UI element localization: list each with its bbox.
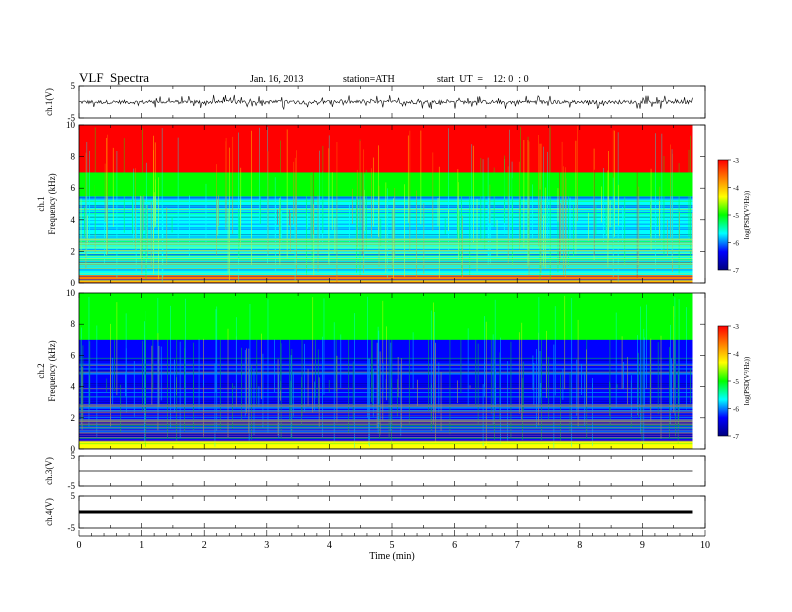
ch2-spectrogram-panel: 0 2 4 6 8 10 ch.2 Frequency (kHz) bbox=[36, 288, 706, 454]
ch2-spectrogram-frame bbox=[78, 292, 706, 450]
ch4-waveform-ytick-label: 5 bbox=[71, 491, 76, 501]
ch3-waveform-frame bbox=[78, 455, 706, 487]
colorbar-tick-label: -6 bbox=[733, 240, 739, 248]
ch2-spectrogram-ytick-label: 4 bbox=[71, 382, 76, 392]
ch1-spectrogram-ytick-label: 8 bbox=[71, 152, 76, 162]
ch1-spectrogram-ytick-label: 4 bbox=[71, 215, 76, 225]
ch3-waveform-panel: 5 -5 ch.3(V) bbox=[44, 451, 706, 491]
ch1-waveform-ytick-label: 5 bbox=[71, 81, 76, 91]
colorbar-tick-label: -3 bbox=[733, 157, 739, 165]
ch3-waveform-ytick-label: -5 bbox=[68, 481, 76, 491]
ch2-spectrogram-band bbox=[79, 441, 693, 449]
x-axis-label: Time (min) bbox=[369, 551, 414, 562]
ch1-waveform-trace bbox=[78, 94, 693, 111]
ch3-waveform-ylabel: ch.3(V) bbox=[44, 457, 54, 485]
start-time-label: start UT = 12: 0 : 0 bbox=[437, 74, 529, 85]
ch1-waveform-frame bbox=[78, 85, 706, 119]
colorbar-tick-label: -6 bbox=[733, 406, 739, 414]
ch1-waveform-ytick-label: -5 bbox=[68, 113, 76, 123]
ch1-spectrogram-channel-label: ch.1 bbox=[36, 196, 46, 211]
ch1-spectrogram-ytick-label: 0 bbox=[71, 278, 76, 288]
colorbar-tick-label: -3 bbox=[733, 323, 739, 331]
colorbar-tick-label: -4 bbox=[733, 185, 739, 193]
colorbar-2 bbox=[717, 325, 729, 437]
ch2-spectrogram-ytick-label: 10 bbox=[66, 288, 76, 298]
ch1-spectrogram-frame bbox=[78, 124, 706, 284]
date-label: Jan. 16, 2013 bbox=[250, 74, 304, 85]
colorbar-tick-label: -7 bbox=[733, 267, 739, 275]
ch2-spectrogram-ytick-label: 2 bbox=[71, 413, 76, 423]
ch4-waveform-ytick-label: -5 bbox=[68, 523, 76, 533]
ch1-waveform-ylabel: ch.1(V) bbox=[44, 88, 54, 116]
ch1-spectrogram-panel: 0 2 4 6 8 10 ch.1 Frequency (kHz) bbox=[36, 120, 706, 288]
ch2-spectrogram-ylabel: Frequency (kHz) bbox=[47, 340, 57, 401]
ch1-spectrogram-ytick-label: 10 bbox=[66, 120, 76, 130]
ch2-spectrogram-ytick-label: 6 bbox=[71, 350, 76, 360]
ch1-waveform-panel: 5 -5 ch.1(V) bbox=[44, 81, 706, 123]
ch4-waveform-panel: 5 -5 ch.4(V) bbox=[44, 491, 706, 533]
colorbar-tick-label: -5 bbox=[733, 378, 739, 386]
ch2-spectrogram-band bbox=[79, 293, 693, 340]
colorbar-label: log(PSD(V²/Hz)) bbox=[743, 190, 751, 239]
ch4-waveform-ylabel: ch.4(V) bbox=[44, 498, 54, 526]
x-axis-tick-label: 2 bbox=[202, 540, 207, 551]
ch1-spectrogram-texture bbox=[79, 126, 693, 284]
x-axis-tick-label: 3 bbox=[264, 540, 269, 551]
colorbar-tick-label: -7 bbox=[733, 433, 739, 441]
colorbar-label: log(PSD(V²/Hz)) bbox=[743, 356, 751, 405]
x-axis-tick-label: 10 bbox=[700, 540, 710, 551]
ch2-spectrogram-band bbox=[79, 339, 693, 387]
x-axis-tick-label: 9 bbox=[640, 540, 645, 551]
ch1-spectrogram-ytick-label: 2 bbox=[71, 246, 76, 256]
x-axis-tick-label: 7 bbox=[515, 540, 520, 551]
ch1-spectrogram-ylabel: Frequency (kHz) bbox=[47, 173, 57, 234]
station-label: station=ATH bbox=[343, 74, 395, 85]
colorbar-tick-label: -5 bbox=[733, 212, 739, 220]
x-axis-tick-label: 4 bbox=[327, 540, 332, 551]
x-axis-tick-label: 5 bbox=[390, 540, 395, 551]
ch1-spectrogram-band bbox=[79, 125, 693, 173]
ch2-spectrogram-ytick-label: 0 bbox=[71, 444, 76, 454]
ch1-spectrogram-ytick-label: 6 bbox=[71, 183, 76, 193]
chart-title: VLF Spectra bbox=[79, 70, 150, 85]
ch3-waveform-ytick-label: 5 bbox=[71, 451, 76, 461]
ch4-waveform-frame bbox=[78, 495, 706, 529]
ch2-spectrogram-band bbox=[79, 386, 693, 442]
x-axis-tick-label: 8 bbox=[577, 540, 582, 551]
x-axis-tick-label: 6 bbox=[452, 540, 457, 551]
x-axis-tick-label: 1 bbox=[139, 540, 144, 551]
colorbar-tick-label: -4 bbox=[733, 351, 739, 359]
colorbar-1 bbox=[717, 159, 729, 271]
ch2-spectrogram-texture bbox=[79, 295, 693, 450]
ch2-spectrogram-ytick-label: 8 bbox=[71, 319, 76, 329]
x-axis-tick-label: 0 bbox=[77, 540, 82, 551]
ch2-spectrogram-channel-label: ch.2 bbox=[36, 363, 46, 378]
